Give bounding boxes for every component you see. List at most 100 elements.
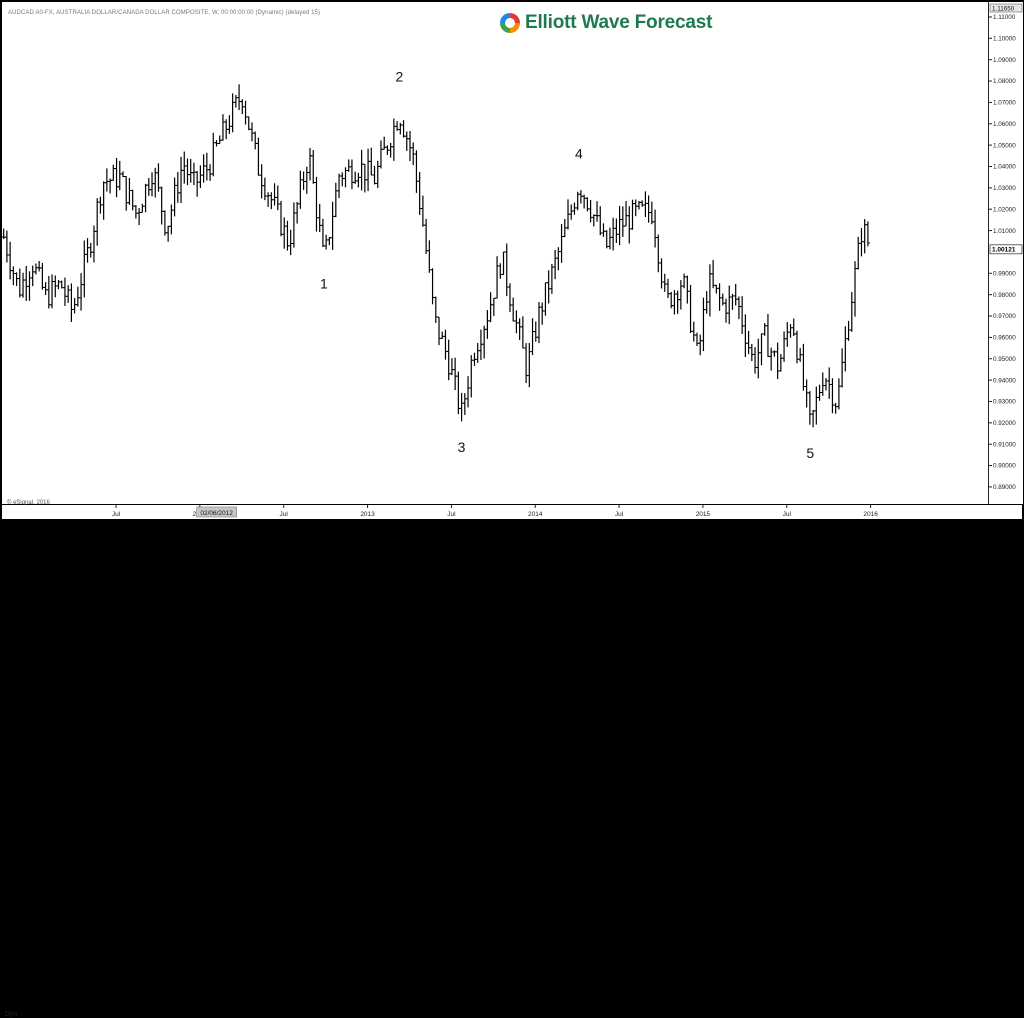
x-tick-label: 2014 — [528, 511, 543, 518]
ohlc-bar — [459, 392, 464, 422]
ohlc-bar — [553, 249, 558, 280]
ohlc-bar — [778, 354, 783, 372]
ohlc-bar — [50, 274, 55, 309]
y-tick-label: 0.95000 — [993, 356, 1016, 363]
ohlc-bar — [46, 275, 51, 309]
ohlc-bar — [420, 195, 425, 227]
ohlc-bar — [66, 285, 71, 303]
ohlc-bar — [733, 283, 738, 306]
ohlc-bar — [11, 266, 16, 286]
ohlc-bar — [714, 284, 719, 294]
top-price-box — [989, 3, 1023, 13]
ohlc-bar — [643, 191, 648, 217]
ohlc-bar — [624, 201, 629, 227]
ohlc-bar — [404, 131, 409, 151]
y-tick-label: 1.03000 — [993, 185, 1016, 192]
ohlc-bar — [675, 290, 680, 314]
ohlc-bar — [162, 210, 167, 236]
ohlc-bar — [862, 219, 867, 254]
ohlc-bar — [62, 277, 67, 306]
y-tick-label: 0.91000 — [993, 441, 1016, 448]
ohlc-bar — [82, 240, 87, 298]
ohlc-bar — [75, 286, 80, 307]
ohlc-bar — [582, 194, 587, 209]
y-tick-label: 1.08000 — [993, 78, 1016, 85]
ohlc-bar — [498, 263, 503, 279]
ohlc-bar — [279, 200, 284, 237]
ohlc-bar — [453, 357, 458, 391]
ohlc-bar — [188, 158, 193, 183]
ohlc-bar — [27, 271, 32, 301]
ohlc-bar — [540, 302, 545, 325]
ohlc-bar — [507, 283, 512, 313]
ohlc-bar — [495, 256, 500, 299]
ohlc-bar — [840, 348, 845, 388]
elliott-wave-forecast-logo: Elliott Wave Forecast — [499, 12, 712, 34]
ohlc-bar — [208, 164, 213, 181]
ohlc-bar — [707, 264, 712, 317]
ohlc-bar — [856, 236, 861, 270]
ohlc-bar — [462, 393, 467, 416]
ohlc-bar — [179, 156, 184, 203]
ohlc-bar — [175, 171, 180, 203]
ohlc-bar — [514, 310, 519, 334]
ohlc-bar — [543, 282, 548, 316]
ohlc-bar — [769, 347, 774, 371]
ohlc-bar — [811, 409, 816, 428]
ohlc-bar — [95, 198, 100, 246]
price-plot-area[interactable]: 1 2 3 4 5 AUDCAD A0-FX, AUSTRALIA DOLLAR/CAN… — [1, 2, 988, 506]
ohlc-bar — [749, 343, 754, 362]
ohlc-bar — [414, 150, 419, 193]
x-tick-label: Jul — [280, 511, 289, 518]
ohlc-bar — [536, 302, 541, 344]
ohlc-bar — [111, 164, 116, 181]
ohlc-bar — [846, 320, 851, 341]
ohlc-bar — [746, 330, 751, 355]
ohlc-bar — [530, 318, 535, 356]
logo-arc-green — [500, 23, 510, 33]
ohlc-bar — [788, 324, 793, 338]
ohlc-bar — [43, 282, 48, 296]
time-axis[interactable]: Dyn Jul2012Jul2013Jul2014Jul2015Jul20160… — [2, 505, 1022, 1018]
ohlc-bar — [211, 132, 216, 177]
logo-center — [506, 19, 514, 27]
y-tick-label: 1.02000 — [993, 206, 1016, 213]
ohlc-bar — [320, 218, 325, 248]
logo-arc-orange — [510, 23, 520, 33]
ohlc-bar — [833, 402, 838, 414]
ohlc-bar — [524, 343, 529, 384]
y-tick-label: 1.11000 — [993, 14, 1016, 21]
y-tick-label: 1.01000 — [993, 228, 1016, 235]
ohlc-bar — [491, 297, 496, 316]
ohlc-bar — [30, 265, 35, 287]
ohlc-bar — [717, 283, 722, 311]
ohlc-bar — [317, 203, 322, 233]
x-tick-label: 2013 — [360, 511, 375, 518]
ohlc-bar — [475, 342, 480, 363]
ohlc-bar — [762, 323, 767, 336]
y-tick-label: 0.89000 — [993, 484, 1016, 491]
ohlc-bar — [150, 172, 155, 197]
ohlc-bar — [311, 150, 316, 184]
logo-arc-blue — [500, 13, 510, 23]
ohlc-bar — [694, 332, 699, 347]
ohlc-bar — [843, 326, 848, 372]
ohlc-bar — [349, 159, 354, 190]
ohlc-bar — [304, 166, 309, 194]
ohlc-bar — [262, 177, 267, 201]
ohlc-bar — [424, 218, 429, 255]
ohlc-bar — [88, 242, 93, 258]
ohlc-bar — [153, 167, 158, 198]
ohlc-bar — [56, 279, 61, 290]
ohlc-bar — [488, 292, 493, 323]
ohlc-bar — [849, 292, 854, 332]
ohlc-bar — [391, 118, 396, 161]
ohlc-bar — [456, 371, 461, 415]
ohlc-bar — [546, 270, 551, 304]
ohlc-bar — [440, 331, 445, 339]
ohlc-bar — [617, 205, 622, 246]
ohlc-bar — [217, 135, 222, 145]
price-axis[interactable]: 1.11000 1.10000 1.09000 1.08000 1.07000 1.060… — [988, 2, 1023, 504]
ohlc-bar — [743, 314, 748, 358]
